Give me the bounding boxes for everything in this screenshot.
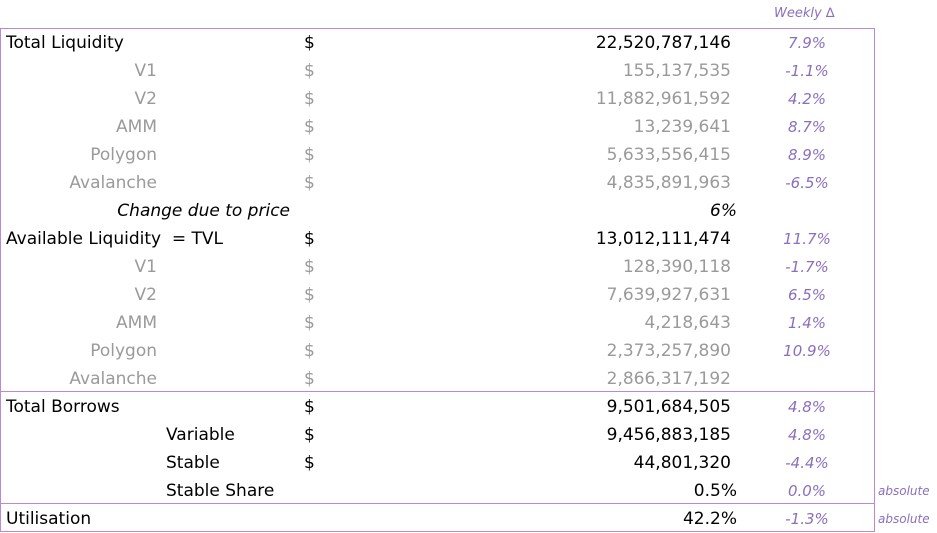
row-value: 2,866,317,192 — [606, 369, 731, 389]
weekly-change: -1.1% — [785, 62, 829, 80]
row-value: 7,639,927,631 — [606, 285, 731, 305]
table-row-tl-avalanche: Avalanche $ 4,835,891,963 -6.5% — [0, 169, 937, 197]
row-label: V2 — [134, 285, 157, 305]
table-row-al-amm: AMM $ 4,218,643 1.4% — [0, 309, 937, 337]
currency-symbol: $ — [304, 285, 315, 305]
row-value: 9,456,883,185 — [606, 425, 731, 445]
weekly-change: 8.9% — [787, 146, 827, 164]
row-value: 128,390,118 — [622, 257, 731, 277]
table-row-tb-variable: Variable $ 9,456,883,185 4.8% — [0, 421, 937, 449]
row-label: V1 — [134, 257, 157, 277]
weekly-change: -4.4% — [785, 454, 829, 472]
table-border-top — [0, 28, 875, 29]
currency-symbol: $ — [304, 117, 315, 137]
weekly-change: 1.4% — [787, 314, 827, 332]
currency-symbol: $ — [304, 453, 315, 473]
row-value: 9,501,684,505 — [606, 397, 731, 417]
currency-symbol: $ — [304, 89, 315, 109]
table-divider-utilisation — [0, 503, 875, 504]
currency-symbol: $ — [304, 425, 315, 445]
weekly-change: 7.9% — [787, 34, 827, 52]
weekly-change: 4.8% — [787, 398, 827, 416]
row-value: 2,373,257,890 — [606, 341, 731, 361]
table-row-available-liquidity: Available Liquidity = TVL $ 13,012,111,4… — [0, 225, 937, 253]
row-label: Polygon — [90, 341, 157, 361]
currency-symbol: $ — [304, 33, 315, 53]
weekly-change: -6.5% — [785, 174, 829, 192]
row-value: 11,882,961,592 — [595, 89, 731, 109]
row-label: Variable — [166, 425, 235, 445]
currency-symbol: $ — [304, 173, 315, 193]
weekly-change: -1.7% — [785, 258, 829, 276]
currency-symbol: $ — [304, 229, 315, 249]
row-label: Avalanche — [69, 369, 157, 389]
row-value: 6% — [710, 201, 737, 221]
row-value: 0.5% — [693, 481, 737, 501]
weekly-change: 4.8% — [787, 426, 827, 444]
row-label: AMM — [116, 117, 157, 137]
table-row-al-avalanche: Avalanche $ 2,866,317,192 — [0, 365, 937, 393]
absolute-note: absolute — [878, 512, 930, 526]
row-value: 13,239,641 — [633, 117, 731, 137]
row-value: 13,012,111,474 — [595, 229, 731, 249]
table-row-tl-v2: V2 $ 11,882,961,592 4.2% — [0, 85, 937, 113]
row-label: Available Liquidity = TVL — [6, 229, 224, 249]
row-label: Utilisation — [6, 509, 92, 529]
table-row-al-v1: V1 $ 128,390,118 -1.7% — [0, 253, 937, 281]
currency-symbol: $ — [304, 61, 315, 81]
row-label: Stable Share — [166, 481, 275, 501]
absolute-note: absolute — [878, 484, 930, 498]
weekly-change-header: Weekly ∆ — [774, 6, 835, 21]
table-row-tl-polygon: Polygon $ 5,633,556,415 8.9% — [0, 141, 937, 169]
row-label: V1 — [134, 61, 157, 81]
table-divider-borrows — [0, 391, 875, 392]
currency-symbol: $ — [304, 257, 315, 277]
table-row-tb-stable: Stable $ 44,801,320 -4.4% — [0, 449, 937, 477]
table-row-tb-stable-share: Stable Share 0.5% 0.0% absolute — [0, 477, 937, 505]
weekly-change: -1.3% — [785, 510, 829, 528]
currency-symbol: $ — [304, 313, 315, 333]
currency-symbol: $ — [304, 145, 315, 165]
table-border-right-borrows — [874, 391, 875, 504]
weekly-change: 10.9% — [783, 342, 831, 360]
row-value: 155,137,535 — [622, 61, 731, 81]
row-value: 22,520,787,146 — [595, 33, 731, 53]
weekly-change: 0.0% — [787, 482, 827, 500]
weekly-change: 11.7% — [783, 230, 831, 248]
row-value: 5,633,556,415 — [606, 145, 731, 165]
row-label: Total Liquidity — [6, 33, 124, 53]
weekly-change: 4.2% — [787, 90, 827, 108]
weekly-change: 8.7% — [787, 118, 827, 136]
currency-symbol: $ — [304, 369, 315, 389]
row-label: Stable — [166, 453, 220, 473]
table-border-bottom — [0, 531, 875, 532]
row-label: Total Borrows — [6, 397, 120, 417]
row-value: 4,835,891,963 — [606, 173, 731, 193]
weekly-change: 6.5% — [787, 286, 827, 304]
table-row-change-due-to-price: Change due to price 6% — [0, 197, 937, 225]
row-label: V2 — [134, 89, 157, 109]
table-row-al-polygon: Polygon $ 2,373,257,890 10.9% — [0, 337, 937, 365]
table-row-total-borrows: Total Borrows $ 9,501,684,505 4.8% — [0, 393, 937, 421]
table-row-tl-amm: AMM $ 13,239,641 8.7% — [0, 113, 937, 141]
currency-symbol: $ — [304, 341, 315, 361]
row-label: AMM — [116, 313, 157, 333]
table-row-total-liquidity: Total Liquidity $ 22,520,787,146 7.9% — [0, 29, 937, 57]
table-border-right-seg — [874, 28, 875, 391]
currency-symbol: $ — [304, 397, 315, 417]
weekly-change — [777, 365, 837, 393]
table-row-utilisation: Utilisation 42.2% -1.3% absolute — [0, 505, 937, 533]
table-row-tl-v1: V1 $ 155,137,535 -1.1% — [0, 57, 937, 85]
row-label: Avalanche — [69, 173, 157, 193]
row-label: Change due to price — [117, 201, 290, 221]
row-value: 44,801,320 — [633, 453, 731, 473]
row-label: Polygon — [90, 145, 157, 165]
row-value: 4,218,643 — [644, 313, 731, 333]
table-row-al-v2: V2 $ 7,639,927,631 6.5% — [0, 281, 937, 309]
row-value: 42.2% — [682, 509, 737, 529]
table-border-left — [0, 28, 1, 531]
table-border-right-util — [874, 503, 875, 532]
